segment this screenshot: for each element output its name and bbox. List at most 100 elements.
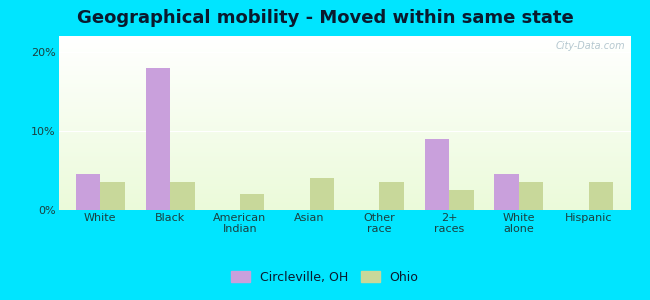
Bar [58,90,630,91]
Bar [58,98,630,99]
Bar [58,169,630,170]
Bar [58,43,630,44]
Bar [58,99,630,100]
Bar [58,87,630,88]
Bar [58,194,630,195]
Bar [58,75,630,76]
Bar [58,178,630,179]
Bar [58,55,630,56]
Bar [58,68,630,69]
Bar [58,209,630,210]
Bar [58,123,630,124]
Bar [58,125,630,126]
Bar [58,109,630,110]
Bar [58,104,630,105]
Bar [58,170,630,171]
Bar [58,54,630,55]
Bar [58,60,630,61]
Bar [58,141,630,142]
Bar [58,118,630,119]
Bar [58,86,630,87]
Bar [58,97,630,98]
Bar [58,63,630,64]
Bar [58,105,630,106]
Bar [58,198,630,199]
Bar [58,206,630,207]
Bar [519,182,543,210]
Bar [58,47,630,48]
Bar [58,77,630,78]
Bar [58,190,630,191]
Bar [424,139,449,210]
Bar [58,119,630,120]
Bar [58,136,630,137]
Bar [58,155,630,156]
Bar [58,160,630,161]
Bar [58,134,630,135]
Bar [58,59,630,60]
Bar [58,57,630,58]
Bar [58,164,630,165]
Bar [58,172,630,173]
Bar [58,146,630,147]
Bar [58,175,630,176]
Bar [58,74,630,75]
Bar [58,38,630,39]
Legend: Circleville, OH, Ohio: Circleville, OH, Ohio [227,267,422,288]
Bar [58,156,630,157]
Bar [100,182,125,210]
Bar [58,42,630,43]
Bar [58,72,630,73]
Bar [58,186,630,187]
Bar [58,83,630,84]
Bar [58,124,630,125]
Bar [58,207,630,208]
Bar [380,182,404,210]
Bar [58,45,630,46]
Text: Geographical mobility - Moved within same state: Geographical mobility - Moved within sam… [77,9,573,27]
Bar [58,151,630,152]
Bar [58,205,630,206]
Bar [58,161,630,162]
Bar [58,56,630,57]
Bar [58,204,630,205]
Bar [58,173,630,174]
Bar [58,53,630,54]
Bar [58,39,630,40]
Bar [58,197,630,198]
Bar [58,166,630,167]
Bar [58,157,630,158]
Bar [58,66,630,67]
Bar [58,132,630,133]
Bar [58,181,630,182]
Bar [58,36,630,37]
Bar [240,194,265,210]
Bar [58,50,630,51]
Bar [58,199,630,200]
Bar [58,112,630,113]
Bar [58,80,630,81]
Bar [58,120,630,121]
Bar [58,128,630,129]
Bar [58,110,630,111]
Bar [58,203,630,204]
Bar [58,143,630,144]
Bar [58,89,630,90]
Bar [58,183,630,184]
Bar [58,208,630,209]
Bar [58,167,630,168]
Bar [58,202,630,203]
Bar [58,102,630,103]
Bar [58,150,630,151]
Bar [58,94,630,95]
Bar [58,147,630,148]
Bar [58,44,630,45]
Bar [58,88,630,89]
Bar [58,91,630,92]
Bar [58,40,630,41]
Bar [58,162,630,163]
Bar [58,51,630,52]
Bar [58,165,630,166]
Bar [58,78,630,79]
Bar [58,85,630,86]
